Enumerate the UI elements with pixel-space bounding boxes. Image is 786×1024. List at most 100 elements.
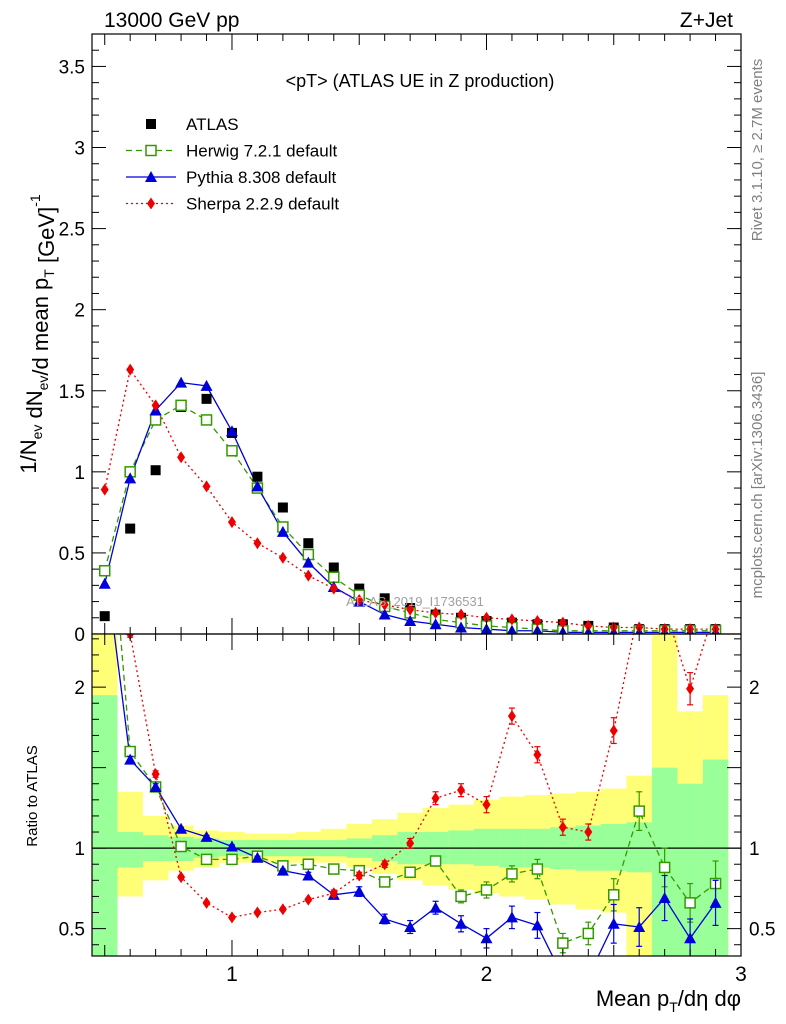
herwig-ratio-point (557, 937, 569, 949)
herwig-ratio-point (607, 889, 620, 901)
atlas-point (354, 583, 365, 594)
atlas-point (150, 465, 161, 476)
ratio-y-tick-label-right: 0.5 (749, 920, 775, 941)
herwig-ratio-point (633, 805, 645, 817)
atlas-point (379, 593, 390, 604)
pythia-ratio-point (633, 921, 646, 933)
herwig-point (200, 414, 213, 426)
rivet-label: Rivet 3.1.10, ≥ 2.7M events (749, 59, 766, 242)
plot-title: <pT> (ATLAS UE in Z production) (286, 71, 555, 91)
main-y-tick-label: 3.5 (59, 57, 85, 78)
stat-uncertainty-band (601, 823, 627, 871)
main-y-tick-label: 3 (74, 139, 85, 160)
atlas-point (125, 523, 136, 534)
herwig-point (226, 445, 238, 457)
pythia-point (225, 425, 238, 437)
sherpa-point (177, 451, 186, 464)
herwig-ratio-point (429, 855, 442, 867)
legend-item-sherpa: Sherpa 2.2.9 default (126, 195, 339, 214)
pythia-ratio-point (607, 917, 620, 929)
collision-label: 13000 GeV pp (104, 9, 239, 32)
x-tick-label: 2 (481, 963, 493, 986)
sherpa-point (355, 593, 364, 606)
atlas-point (277, 502, 288, 513)
pythia-point (200, 379, 213, 391)
sherpa-point (304, 569, 313, 582)
ratio-y-axis-label: Ratio to ATLAS (24, 745, 41, 846)
sherpa-point (558, 616, 567, 629)
sherpa-ratio-point (355, 869, 364, 882)
sherpa-ratio-point (431, 792, 440, 805)
legend-label: Sherpa 2.2.9 default (186, 195, 339, 214)
sherpa-point (126, 363, 135, 376)
ratio-y-tick-label-right: 1 (749, 839, 760, 860)
herwig-ratio-point (100, 441, 110, 451)
herwig-ratio-point (404, 866, 416, 879)
herwig-ratio-point (480, 884, 493, 896)
ratio-y-tick-label: 1 (74, 839, 85, 860)
herwig-ratio-point (506, 868, 518, 880)
legend-label: Herwig 7.2.1 default (186, 142, 337, 161)
herwig-ratio-point (302, 858, 315, 870)
sherpa-curve (104, 368, 716, 630)
sherpa-ratio-point (533, 748, 542, 761)
pythia-ratio-point (582, 971, 594, 982)
herwig-ratio-point (378, 876, 391, 888)
atlas-point (252, 471, 263, 482)
pythia-ratio-point (531, 919, 544, 931)
atlas-point (201, 393, 212, 404)
pythia-ratio-point (149, 780, 162, 792)
pythia-ratio-point (455, 917, 468, 929)
legend: ATLAS Herwig 7.2.1 default Pythia 8.308 de… (126, 115, 339, 214)
sherpa-ratio-point (253, 906, 262, 919)
sherpa-ratio-point (278, 903, 287, 916)
svg-text:1/Nev dNev/d mean pT [GeV]-1: 1/Nev dNev/d mean pT [GeV]-1 (16, 194, 59, 474)
x-tick-label: 1 (226, 963, 238, 986)
analysis-watermark: ATLAS_2019_I1736531 (346, 594, 484, 609)
sherpa-point (457, 608, 466, 621)
pythia-point (276, 525, 289, 537)
stat-uncertainty-band (117, 832, 143, 868)
svg-text:Mean pT/dη dφ: Mean pT/dη dφ (596, 986, 741, 1015)
sherpa-ratio-point (406, 837, 415, 850)
main-y-tick-label: 1 (74, 463, 85, 484)
pythia-ratio-point (480, 932, 493, 944)
pythia-ratio-point (429, 901, 442, 913)
sherpa-ratio-point (712, 601, 720, 613)
sherpa-ratio-point (177, 871, 186, 884)
pythia-point (124, 472, 137, 484)
sherpa-point (329, 582, 338, 595)
sherpa-point (151, 399, 160, 412)
legend-label: ATLAS (186, 115, 239, 134)
sherpa-ratio-point (202, 896, 211, 909)
main-y-tick-label: 2.5 (59, 220, 85, 241)
pythia-ratio-point (353, 885, 366, 897)
legend-label: Pythia 8.308 default (186, 168, 337, 187)
sherpa-ratio-curve (129, 634, 708, 919)
sherpa-ratio-point (304, 893, 313, 906)
pythia-ratio-point (404, 921, 417, 933)
pythia-ratio-point (99, 552, 111, 563)
herwig-ratio-point (658, 861, 671, 874)
sherpa-point (507, 613, 516, 626)
ratio-y-tick-label: 0.5 (59, 920, 85, 941)
mcplots-label: mcplots.cern.ch [arXiv:1306.3436] (749, 372, 766, 599)
legend-item-herwig: Herwig 7.2.1 default (126, 142, 337, 161)
sherpa-point (406, 603, 415, 616)
sherpa-ratio-point (457, 784, 466, 797)
sherpa-point (533, 615, 542, 628)
legend-marker-atlas (146, 119, 156, 129)
main-y-tick-label: 1.5 (59, 382, 85, 403)
atlas-point (303, 538, 314, 549)
herwig-ratio-point (226, 853, 238, 866)
main-y-tick-label: 0.5 (59, 544, 85, 565)
sherpa-point (227, 516, 236, 529)
pythia-point (404, 615, 417, 627)
legend-marker-pythia (145, 171, 157, 182)
pythia-point (378, 608, 391, 620)
pythia-point (175, 376, 188, 388)
sherpa-ratio-point (227, 911, 236, 924)
sherpa-point (482, 611, 491, 624)
atlas-point (99, 611, 110, 622)
